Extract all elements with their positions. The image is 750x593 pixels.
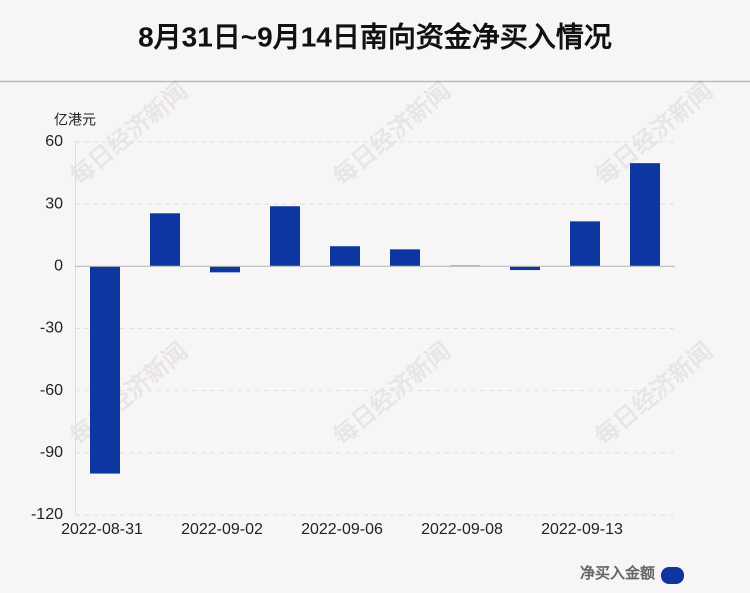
bar	[390, 249, 420, 267]
x-tick-label: 2022-08-31	[61, 521, 143, 538]
chart-title: 8月31日~9月14日南向资金净买入情况	[138, 20, 612, 52]
y-tick-label: -120	[31, 506, 63, 523]
bar	[570, 221, 600, 267]
y-axis-unit: 亿港元	[54, 112, 96, 128]
bar	[630, 163, 660, 267]
bar	[150, 213, 180, 267]
y-tick-label: -30	[40, 320, 63, 337]
x-tick-label: 2022-09-06	[301, 521, 383, 538]
bar	[210, 266, 240, 273]
bar	[510, 266, 540, 271]
y-tick-label: -90	[40, 444, 63, 461]
x-tick-label: 2022-09-08	[421, 521, 503, 538]
legend-swatch	[661, 567, 684, 584]
legend-label: 净买入金额	[580, 564, 655, 582]
y-tick-label: 60	[45, 133, 63, 150]
bar	[270, 206, 300, 267]
x-tick-label: 2022-09-13	[541, 521, 623, 538]
y-tick-label: 0	[54, 258, 63, 275]
y-tick-label: -60	[40, 382, 63, 399]
bar	[330, 246, 360, 267]
y-tick-label: 30	[45, 195, 63, 212]
bar	[90, 266, 120, 474]
x-tick-label: 2022-09-02	[181, 521, 263, 538]
